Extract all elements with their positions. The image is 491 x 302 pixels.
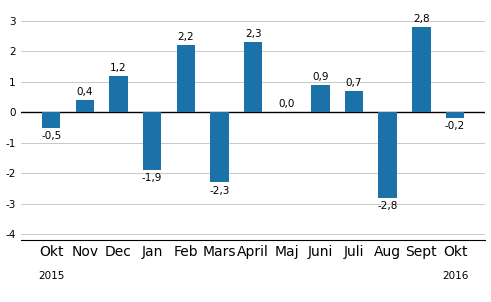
- Text: -2,8: -2,8: [378, 201, 398, 211]
- Text: 0,4: 0,4: [77, 87, 93, 97]
- Text: 0,0: 0,0: [278, 99, 295, 109]
- Bar: [177, 45, 195, 112]
- Bar: [446, 112, 464, 118]
- Text: 2,8: 2,8: [413, 14, 430, 24]
- Bar: [109, 76, 128, 112]
- Bar: [379, 112, 397, 198]
- Text: -0,2: -0,2: [445, 121, 465, 131]
- Bar: [311, 85, 329, 112]
- Bar: [76, 100, 94, 112]
- Bar: [412, 27, 431, 112]
- Bar: [42, 112, 60, 127]
- Text: -0,5: -0,5: [41, 131, 61, 141]
- Bar: [244, 42, 262, 112]
- Text: 2,2: 2,2: [177, 32, 194, 42]
- Bar: [210, 112, 229, 182]
- Text: 0,9: 0,9: [312, 72, 328, 82]
- Text: -1,9: -1,9: [142, 173, 163, 183]
- Text: 0,7: 0,7: [346, 78, 362, 88]
- Text: 2015: 2015: [38, 271, 64, 281]
- Text: 2,3: 2,3: [245, 29, 261, 39]
- Bar: [345, 91, 363, 112]
- Bar: [143, 112, 162, 170]
- Text: 1,2: 1,2: [110, 63, 127, 73]
- Text: 2016: 2016: [442, 271, 468, 281]
- Text: -2,3: -2,3: [209, 185, 230, 195]
